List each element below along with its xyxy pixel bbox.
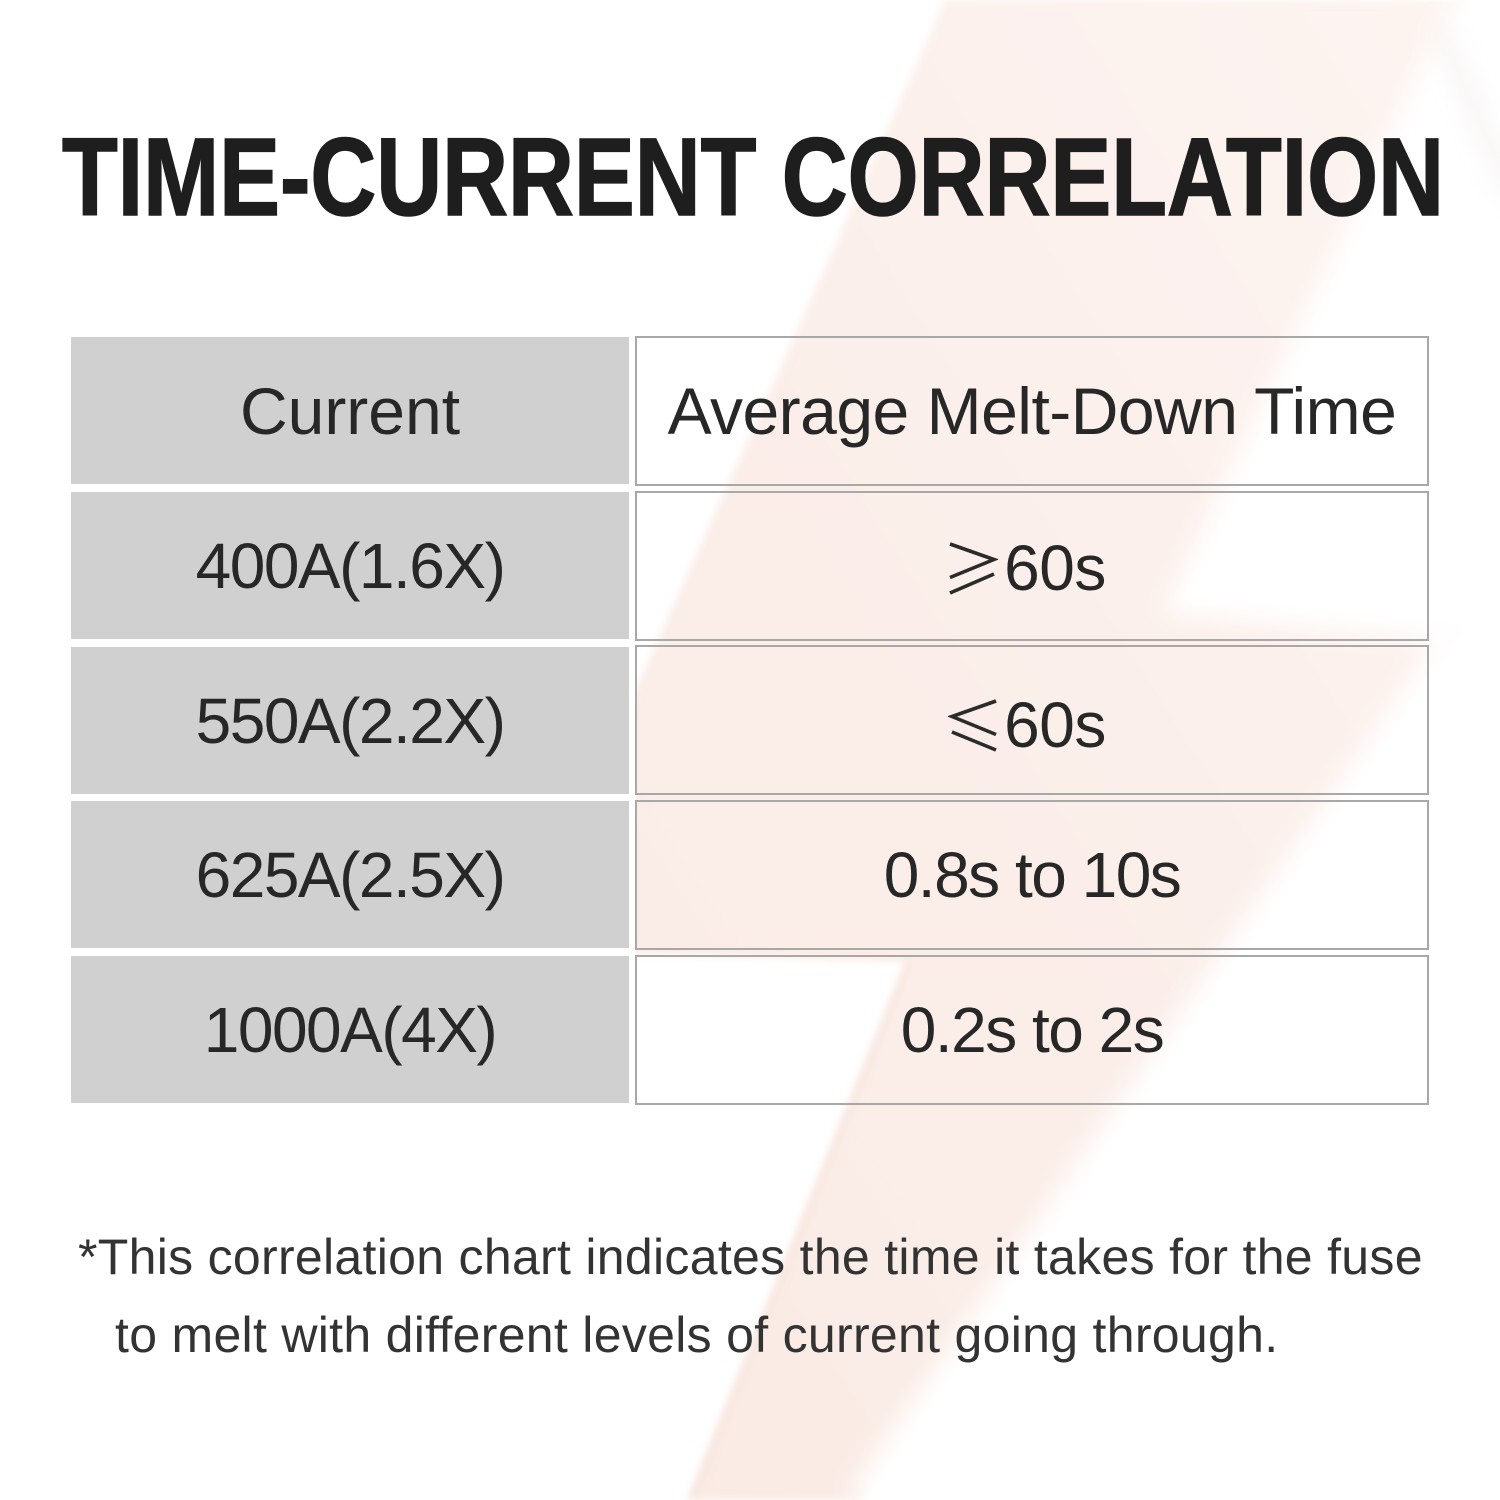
svg-text:TIME-CURRENT CORRELATION: TIME-CURRENT CORRELATION [62,116,1444,239]
